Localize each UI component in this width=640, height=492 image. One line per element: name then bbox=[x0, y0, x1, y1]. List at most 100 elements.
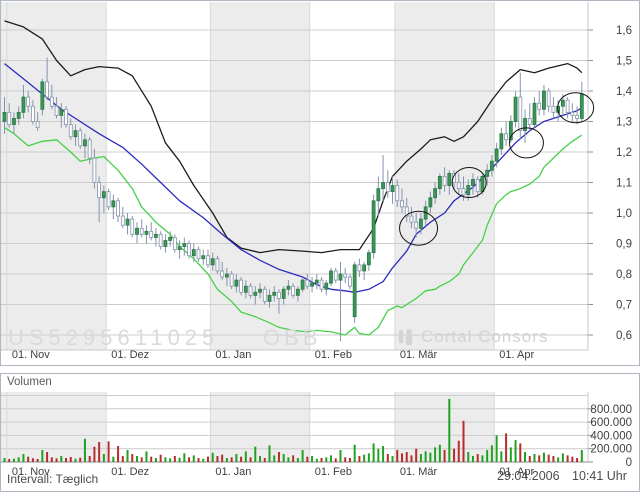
volume-bar bbox=[415, 448, 418, 462]
candle-body bbox=[338, 273, 343, 281]
x-axis-label: 01. Jan bbox=[215, 349, 251, 361]
volume-bar bbox=[12, 458, 15, 462]
volume-bar bbox=[27, 456, 30, 462]
volume-bar bbox=[344, 457, 347, 462]
x-axis-label: 01. Nov bbox=[12, 349, 50, 361]
volume-bar bbox=[117, 446, 120, 462]
candle-body bbox=[409, 215, 414, 223]
volume-bar bbox=[462, 420, 465, 462]
bollinger-middle-line bbox=[4, 63, 583, 293]
candle-body bbox=[513, 96, 518, 122]
volume-bar bbox=[448, 398, 451, 462]
volume-axis-label: 800.000 bbox=[590, 404, 632, 416]
candle-body bbox=[579, 93, 584, 119]
volume-bar bbox=[140, 457, 143, 462]
y-axis-label: 0,9 bbox=[616, 239, 632, 251]
candle-body bbox=[542, 90, 546, 110]
volume-bar bbox=[188, 457, 191, 462]
volume-bar bbox=[98, 442, 101, 462]
y-axis-label: 1,5 bbox=[616, 56, 632, 68]
volume-bar bbox=[3, 458, 6, 462]
volume-bar bbox=[580, 450, 583, 462]
candle-body bbox=[499, 133, 504, 150]
candle-body bbox=[437, 175, 442, 189]
volume-bar bbox=[486, 450, 489, 462]
candle-body bbox=[314, 279, 319, 284]
price-chart-canvas[interactable]: 1,6 1,5 1,4 1,3 1,2 1,1 1,0 0,9 0,8 0,7 0,6 01. Nov… bbox=[1, 1, 639, 365]
volume-x-axis-label: 01. Jan bbox=[215, 466, 251, 478]
volume-bar bbox=[230, 457, 233, 462]
candle-body bbox=[16, 111, 21, 119]
candle-body bbox=[172, 236, 177, 250]
y-axis-label: 1,4 bbox=[616, 86, 633, 98]
volume-bar bbox=[576, 458, 579, 462]
volume-bar bbox=[330, 455, 333, 462]
volume-bar bbox=[41, 450, 44, 462]
candle-body bbox=[253, 291, 258, 296]
candle-body bbox=[262, 288, 267, 302]
volume-bar bbox=[481, 455, 484, 462]
candle-body bbox=[196, 249, 201, 260]
time-label: 10:41 Uhr bbox=[572, 469, 627, 483]
volume-bar bbox=[83, 438, 86, 462]
y-axis-label: 1,6 bbox=[616, 25, 632, 37]
candle-body bbox=[428, 197, 433, 208]
candle-body bbox=[480, 175, 485, 193]
candle-body bbox=[234, 279, 239, 287]
volume-x-axis-label: 01. Apr bbox=[499, 466, 534, 478]
candle-body bbox=[537, 102, 542, 110]
volume-bar bbox=[419, 454, 422, 462]
volume-bar bbox=[79, 457, 82, 462]
candle-body bbox=[35, 121, 40, 128]
volume-bar bbox=[287, 457, 290, 462]
volume-bar bbox=[377, 448, 380, 462]
candle-body bbox=[291, 285, 296, 296]
candle-body bbox=[385, 182, 390, 193]
candle-body bbox=[267, 294, 272, 302]
candle-body bbox=[471, 179, 475, 186]
candle-body bbox=[49, 96, 54, 107]
volume-bar bbox=[173, 456, 176, 462]
volume-x-axis-label: 01. Mär bbox=[400, 466, 438, 478]
volume-bar bbox=[211, 452, 214, 462]
volume-bar bbox=[192, 455, 195, 462]
volume-bar bbox=[240, 456, 243, 462]
volume-bar bbox=[8, 459, 11, 462]
candle-body bbox=[144, 230, 149, 235]
volume-bar bbox=[386, 454, 389, 462]
candle-body bbox=[272, 291, 277, 296]
y-axis-label: 0,8 bbox=[616, 269, 632, 281]
candle-body bbox=[390, 185, 395, 193]
volume-bar bbox=[467, 452, 470, 462]
y-axis-label: 1,3 bbox=[616, 117, 632, 129]
candle-body bbox=[560, 99, 565, 107]
candle-body bbox=[400, 200, 404, 208]
volume-bar bbox=[334, 458, 337, 462]
candle-body bbox=[229, 273, 234, 287]
volume-bar bbox=[22, 454, 25, 462]
candle-body bbox=[489, 160, 494, 171]
y-axis-label: 0,7 bbox=[616, 300, 632, 312]
volume-panel-title: Volumen bbox=[7, 376, 52, 388]
candle-body bbox=[54, 105, 59, 116]
volume-bar bbox=[320, 458, 323, 462]
volume-bar bbox=[306, 456, 309, 462]
x-axis-label: 01. Feb bbox=[315, 349, 352, 361]
candle-body bbox=[21, 96, 26, 113]
candle-body bbox=[527, 118, 532, 125]
candle-body bbox=[475, 179, 480, 193]
volume-bar bbox=[519, 443, 522, 462]
candle-body bbox=[187, 243, 191, 257]
candle-body bbox=[135, 227, 139, 235]
candle-body bbox=[357, 264, 362, 272]
candle-body bbox=[248, 285, 253, 296]
candle-body bbox=[324, 282, 329, 290]
candle-body bbox=[258, 288, 262, 293]
candle-body bbox=[220, 270, 225, 278]
volume-bar bbox=[107, 441, 110, 462]
volume-bar bbox=[471, 456, 474, 462]
candle-body bbox=[319, 279, 324, 290]
candle-body bbox=[83, 139, 87, 147]
annotation-circle bbox=[557, 92, 595, 124]
